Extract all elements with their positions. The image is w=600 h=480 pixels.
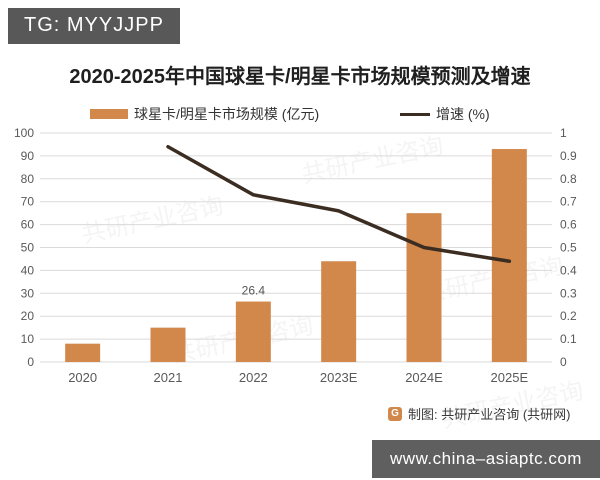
left-axis-tick: 40 xyxy=(21,263,35,277)
bar-value-label: 26.4 xyxy=(242,284,266,298)
website-url-watermark: www.china–asiaptc.com xyxy=(372,440,600,478)
tg-badge: TG: MYYJJPP xyxy=(8,8,180,44)
source-credit: G 制图: 共研产业咨询 (共研网) xyxy=(388,404,571,423)
bar-2025E xyxy=(491,149,527,362)
bar-2024E xyxy=(406,213,442,362)
legend-label: 增速 (%) xyxy=(436,106,490,122)
bar-2022 xyxy=(235,301,271,362)
left-axis-tick: 10 xyxy=(21,332,35,346)
legend-item-growth-rate: 增速 (%) xyxy=(400,104,490,124)
source-credit-label: 制图: 共研产业咨询 (共研网) xyxy=(408,407,571,422)
bar-2023E xyxy=(321,261,357,362)
x-axis-label-2020: 2020 xyxy=(68,370,97,385)
right-axis-tick: 0.9 xyxy=(560,149,577,163)
right-axis-tick: 1 xyxy=(560,126,567,140)
chart-legend: 球星卡/明星卡市场规模 (亿元) 增速 (%) xyxy=(0,104,600,124)
right-axis-tick: 0.5 xyxy=(560,241,577,255)
growth-rate-line xyxy=(166,144,512,263)
line-series-swatch-icon xyxy=(400,112,430,116)
right-axis-tick: 0.2 xyxy=(560,309,577,323)
right-axis-tick: 0.7 xyxy=(560,195,577,209)
right-axis-tick: 0.3 xyxy=(560,286,577,300)
left-axis-tick: 50 xyxy=(21,241,35,255)
legend-item-market-size: 球星卡/明星卡市场规模 (亿元) xyxy=(90,104,319,124)
x-axis-label-2021: 2021 xyxy=(154,370,183,385)
left-axis-tick: 90 xyxy=(21,149,35,163)
right-axis-tick: 0.1 xyxy=(560,332,577,346)
left-axis-tick: 80 xyxy=(21,172,35,186)
chart-title: 2020-2025年中国球星卡/明星卡市场规模预测及增速 xyxy=(69,66,531,88)
left-axis-tick: 100 xyxy=(14,126,34,140)
left-axis-tick: 60 xyxy=(21,218,35,232)
bar-2020 xyxy=(65,343,101,362)
x-axis-label-2024E: 2024E xyxy=(405,370,443,385)
right-axis-tick: 0.8 xyxy=(560,172,577,186)
left-axis-tick: 20 xyxy=(21,309,35,323)
left-axis-tick: 0 xyxy=(27,355,34,369)
x-axis-label-2023E: 2023E xyxy=(320,370,358,385)
legend-label: 球星卡/明星卡市场规模 (亿元) xyxy=(134,106,320,122)
x-axis-label-2022: 2022 xyxy=(239,370,268,385)
bar-series-swatch-icon xyxy=(90,109,128,119)
x-axis-label-2025E: 2025E xyxy=(491,370,529,385)
bar-2021 xyxy=(150,327,186,362)
right-axis-tick: 0.6 xyxy=(560,218,577,232)
gongyan-logo-icon: G xyxy=(388,406,402,421)
left-axis-tick: 30 xyxy=(21,286,35,300)
right-axis-tick: 0.4 xyxy=(560,263,577,277)
left-axis-tick: 70 xyxy=(21,195,35,209)
right-axis-tick: 0 xyxy=(560,355,567,369)
